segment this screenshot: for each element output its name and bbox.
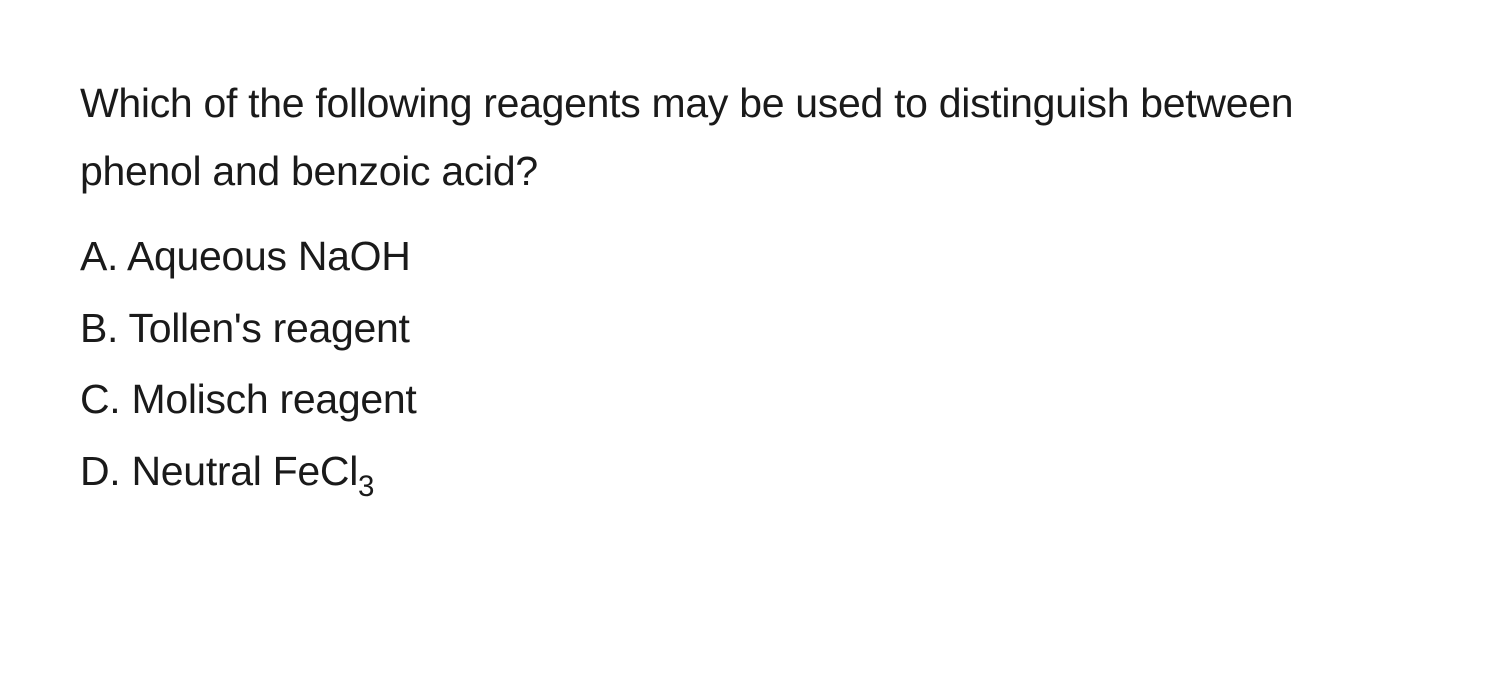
option-c-letter: C. — [80, 376, 120, 422]
option-b: B. Tollen's reagent — [80, 297, 1420, 361]
question-text: Which of the following reagents may be u… — [80, 70, 1420, 205]
option-c-text: Molisch reagent — [132, 376, 417, 422]
option-a-text: Aqueous NaOH — [127, 233, 411, 279]
option-c: C. Molisch reagent — [80, 368, 1420, 432]
option-d: D. Neutral FeCl3 — [80, 440, 1420, 508]
option-a: A. Aqueous NaOH — [80, 225, 1420, 289]
option-d-subscript: 3 — [358, 470, 374, 503]
option-b-text: Tollen's reagent — [129, 305, 410, 351]
option-b-letter: B. — [80, 305, 118, 351]
option-a-letter: A. — [80, 233, 118, 279]
option-d-text-prefix: Neutral FeCl — [132, 448, 359, 494]
option-d-letter: D. — [80, 448, 120, 494]
